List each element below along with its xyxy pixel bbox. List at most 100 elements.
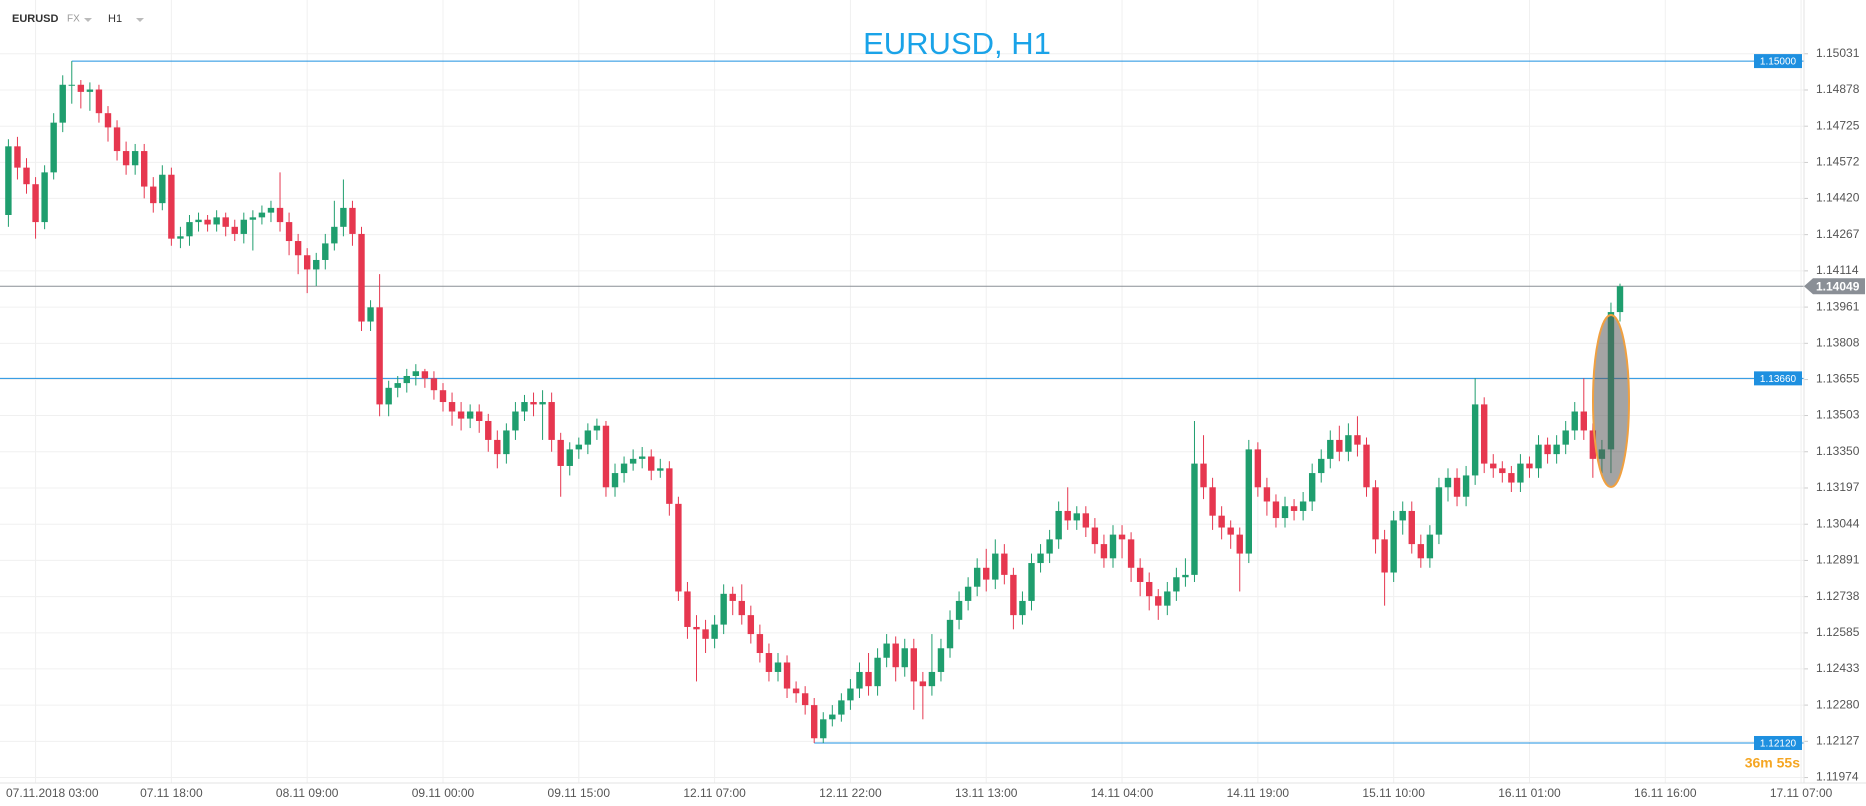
candle-body — [901, 648, 908, 668]
candle-body — [267, 207, 275, 213]
candle-body — [150, 186, 157, 204]
y-tick-label: 1.12280 — [1816, 697, 1860, 711]
candle-body — [611, 473, 619, 488]
y-tick-label: 1.13808 — [1816, 335, 1860, 349]
candle-body — [159, 174, 166, 204]
y-tick-label: 1.13197 — [1816, 480, 1860, 494]
candle-body — [1200, 463, 1207, 488]
market-caret[interactable] — [84, 18, 92, 22]
candle-body — [1481, 404, 1488, 464]
candle-body — [847, 688, 854, 701]
candle-body — [1354, 435, 1361, 445]
candle-body — [1091, 527, 1099, 545]
candle-body — [1526, 463, 1533, 469]
candle-body — [1399, 510, 1406, 521]
candle-body — [1471, 404, 1479, 476]
symbol[interactable]: EURUSD — [12, 13, 59, 25]
candle-body — [313, 259, 320, 270]
candle-body — [322, 243, 329, 260]
candle-body — [1272, 501, 1280, 519]
candle-body — [276, 207, 284, 223]
candle-body — [403, 375, 410, 384]
candle-body — [892, 643, 899, 668]
x-tick-label: 07.11 18:00 — [140, 786, 203, 800]
candle-body — [1535, 444, 1542, 469]
candle-body — [1118, 534, 1126, 540]
level-label: 1.15000 — [1760, 57, 1797, 68]
candle-body — [1227, 527, 1234, 535]
candle-body — [240, 219, 248, 234]
candle-body — [1462, 475, 1470, 497]
candle-body — [1263, 487, 1271, 502]
candle-body — [774, 662, 782, 672]
candle-body — [1381, 539, 1388, 573]
candle-body — [883, 643, 890, 658]
candle-body — [702, 629, 709, 639]
candle-body — [1236, 534, 1243, 554]
candle-body — [1155, 596, 1162, 606]
candle-body — [1490, 463, 1497, 469]
candle-body — [937, 648, 945, 672]
candle-body — [294, 241, 302, 256]
chart-title: EURUSD, H1 — [863, 26, 1051, 61]
candle-body — [720, 593, 727, 625]
candle-body — [1164, 591, 1171, 606]
candle-body — [1589, 430, 1597, 459]
grid — [0, 0, 1804, 783]
candle-body — [1444, 477, 1452, 488]
candle-body — [186, 222, 193, 237]
candle-body — [1499, 468, 1506, 474]
levels — [0, 60, 1804, 744]
candle-body — [1290, 506, 1298, 511]
candle-body — [376, 307, 383, 405]
candle-body — [448, 402, 456, 412]
candle-body — [476, 411, 483, 421]
x-tick-label: 16.11 01:00 — [1498, 786, 1561, 800]
candle-body — [331, 226, 338, 244]
candle-body — [756, 634, 764, 654]
candle-body — [539, 402, 546, 405]
candle-body — [783, 662, 791, 689]
candle-body — [494, 439, 501, 455]
timeframe-caret[interactable] — [136, 18, 144, 22]
level-label: 1.12120 — [1760, 739, 1797, 750]
y-tick-label: 1.11974 — [1816, 770, 1859, 784]
candle-body — [77, 84, 85, 92]
market[interactable]: FX — [67, 14, 80, 25]
timeframe[interactable]: H1 — [108, 13, 122, 25]
candle-body — [1028, 563, 1035, 601]
candle-body — [249, 217, 257, 220]
candle-body — [1254, 449, 1262, 488]
candle-body — [512, 411, 519, 431]
y-tick-label: 1.13350 — [1816, 444, 1860, 458]
candle-body — [620, 463, 628, 474]
level-label: 1.13660 — [1760, 374, 1797, 385]
candle-body — [1281, 506, 1289, 519]
candle-body — [1408, 510, 1415, 545]
candle-body — [1146, 581, 1153, 597]
y-tick-label: 1.13655 — [1816, 372, 1860, 386]
y-tick-label: 1.14878 — [1816, 82, 1860, 96]
candle-body — [955, 600, 963, 620]
candle-body — [1372, 487, 1379, 540]
candle-body — [95, 89, 103, 114]
candle-body — [1191, 463, 1198, 575]
candle-body — [1390, 520, 1397, 573]
y-tick-label: 1.13503 — [1816, 408, 1860, 422]
candle-timer: 36m 55s — [1745, 755, 1800, 771]
y-tick-label: 1.12738 — [1816, 589, 1860, 603]
candle-body — [195, 219, 202, 223]
y-tick-label: 1.12891 — [1816, 553, 1860, 567]
candle-body — [1173, 577, 1180, 592]
candle-body — [801, 693, 809, 706]
candle-body — [693, 626, 700, 630]
x-tick-label: 16.11 16:00 — [1634, 786, 1697, 800]
candle-body — [1308, 473, 1316, 502]
candle-body — [865, 671, 872, 687]
candle-body — [829, 714, 836, 720]
candle-body — [874, 657, 881, 687]
candle-body — [1580, 411, 1587, 431]
x-tick-label: 07.11.2018 03:00 — [6, 786, 99, 800]
candle-body — [213, 217, 220, 225]
x-tick-label: 12.11 22:00 — [819, 786, 882, 800]
